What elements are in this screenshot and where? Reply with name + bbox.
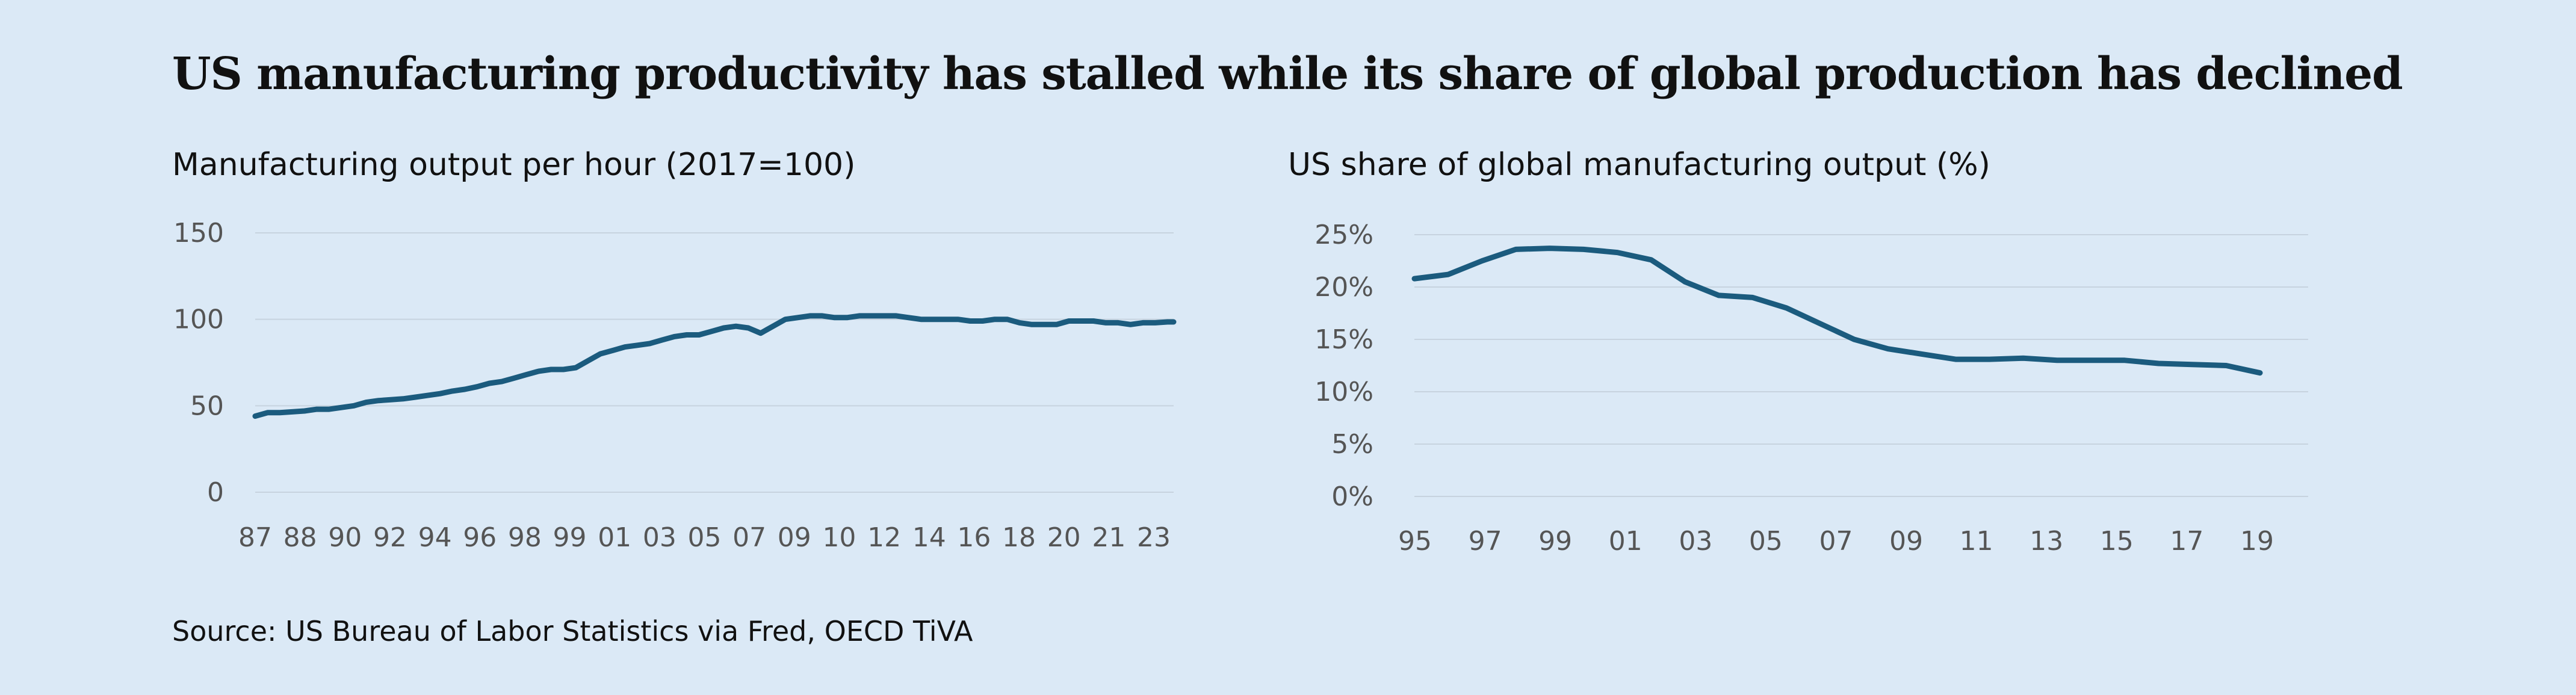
right-y-tick-label: 20% [1314, 272, 1373, 303]
right-x-tick-label: 07 [1819, 526, 1853, 557]
right-x-tick-label: 03 [1679, 526, 1712, 557]
left-y-tick-label: 50 [190, 391, 224, 421]
left-y-tick-label: 0 [207, 477, 224, 508]
left-x-tick-label: 07 [732, 522, 766, 553]
left-x-tick-label: 10 [822, 522, 856, 553]
left-x-tick-label: 87 [238, 522, 272, 553]
right-x-tick-label: 99 [1538, 526, 1572, 557]
left-x-tick-label: 05 [688, 522, 722, 553]
right-x-tick-label: 19 [2240, 526, 2274, 557]
right-y-tick-label: 25% [1314, 220, 1373, 250]
right-x-tick-label: 09 [1889, 526, 1923, 557]
page-title: US manufacturing productivity has stalle… [172, 48, 2403, 100]
left-x-tick-label: 99 [553, 522, 587, 553]
left-x-tick-label: 18 [1002, 522, 1036, 553]
left-y-tick-label: 100 [173, 304, 224, 335]
left-x-tick-label: 03 [643, 522, 677, 553]
right-y-tick-label: 5% [1331, 429, 1373, 460]
right-x-tick-label: 15 [2100, 526, 2134, 557]
right-y-tick-label: 15% [1314, 324, 1373, 355]
left-x-tick-label: 16 [957, 522, 991, 553]
right-chart-title: US share of global manufacturing output … [1288, 147, 1990, 183]
right-x-tick-label: 11 [1960, 526, 1993, 557]
right-y-tick-label: 10% [1314, 377, 1373, 407]
left-x-tick-label: 09 [778, 522, 811, 553]
left-x-tick-label: 12 [867, 522, 901, 553]
left-x-tick-label: 98 [508, 522, 542, 553]
left-x-tick-label: 88 [283, 522, 317, 553]
right-series-line [1411, 246, 2263, 376]
source-note: Source: US Bureau of Labor Statistics vi… [172, 615, 973, 647]
left-x-tick-label: 96 [463, 522, 497, 553]
right-x-tick-label: 01 [1609, 526, 1643, 557]
left-x-tick-label: 21 [1092, 522, 1125, 553]
left-series-line [252, 313, 1177, 419]
left-x-tick-label: 90 [328, 522, 362, 553]
right-x-tick-label: 95 [1398, 526, 1432, 557]
right-y-tick-label: 0% [1331, 481, 1373, 512]
left-x-tick-label: 92 [373, 522, 407, 553]
left-x-tick-label: 94 [418, 522, 452, 553]
left-chart-title: Manufacturing output per hour (2017=100) [172, 147, 856, 183]
left-x-tick-label: 01 [598, 522, 631, 553]
right-x-tick-label: 13 [2030, 526, 2063, 557]
right-x-tick-label: 97 [1469, 526, 1502, 557]
left-x-tick-label: 23 [1137, 522, 1171, 553]
left-x-tick-label: 20 [1047, 522, 1081, 553]
right-x-tick-label: 17 [2170, 526, 2203, 557]
right-x-tick-label: 05 [1749, 526, 1783, 557]
left-y-tick-label: 150 [173, 218, 224, 249]
left-x-tick-label: 14 [912, 522, 946, 553]
